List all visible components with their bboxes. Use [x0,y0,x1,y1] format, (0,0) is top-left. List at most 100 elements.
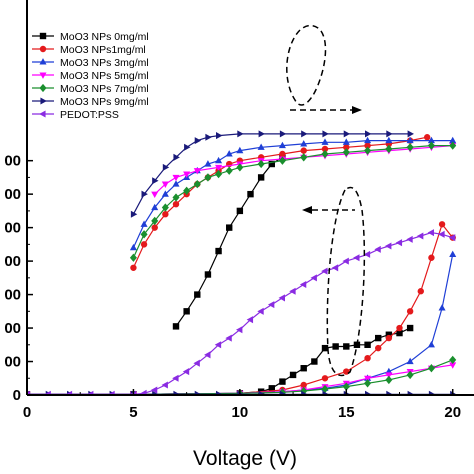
data-point [236,326,243,334]
data-point [449,141,457,150]
data-point [246,316,254,324]
y-tick-label: 00 [4,287,21,304]
data-point [321,149,329,159]
data-point [406,357,414,365]
series-5 [27,141,457,395]
data-point [300,381,307,389]
data-point [236,146,244,154]
data-point [301,390,308,395]
legend-item: MoO3 NPs 9mg/ml [32,96,149,108]
data-point [150,386,158,394]
data-point [141,190,148,198]
data-point [161,381,168,389]
data-point [385,242,392,250]
data-point [385,375,393,385]
data-point [172,180,180,187]
y-tick-label: 00 [4,153,21,170]
series-1 [27,154,414,395]
data-point [300,147,307,154]
x-tick-label: 10 [232,404,249,421]
data-point [140,230,148,239]
data-point [438,221,446,228]
data-point [215,169,223,179]
data-point [343,144,350,151]
data-point [183,308,190,315]
data-point [416,232,424,240]
data-point [363,250,371,258]
data-point [385,136,393,144]
data-point [279,378,286,385]
y-tick-label: 0 [13,387,21,404]
data-point [406,370,414,380]
data-point [172,374,179,382]
data-point [215,164,223,172]
data-point [395,239,403,247]
annotation-arrowheads [302,106,362,214]
data-point [151,191,159,198]
data-point [278,156,286,165]
series-line [27,359,453,395]
legend-item: MoO3 NPs 5mg/ml [32,70,149,82]
y-tick-label: 00 [4,253,21,270]
x-tick-label: 15 [338,404,355,421]
data-point [299,281,307,289]
data-point [173,390,180,395]
data-point [130,264,137,271]
data-point [194,390,202,395]
data-point [365,390,372,395]
data-point [258,390,265,395]
data-point [289,287,296,295]
data-point [386,130,393,138]
data-point [161,181,169,188]
y-tick-label: 00 [4,220,21,237]
data-point [44,390,51,395]
data-point [406,324,414,332]
data-point [182,368,190,376]
data-point [321,375,329,382]
data-point [204,160,212,167]
data-point [342,148,350,157]
data-point [236,207,244,215]
data-point [162,163,170,171]
data-point [140,241,148,248]
data-point [343,130,351,138]
data-point [279,130,287,138]
legend-marker [39,45,47,53]
data-point [448,234,456,242]
data-point [331,264,339,272]
data-point [428,390,436,395]
data-point [172,200,180,208]
data-point [364,354,371,362]
data-point [423,134,431,141]
data-point [417,288,424,295]
data-point [216,390,223,395]
data-point [289,371,297,379]
legend-label: MoO3 NPs 7mg/ml [60,83,149,95]
data-point [278,141,286,149]
legend-label: MoO3 NPs 5mg/ml [60,70,149,82]
data-point [236,163,244,172]
data-point [427,229,434,237]
legend-label: MoO3 NPs 0mg/ml [60,31,149,43]
data-point [396,324,403,332]
data-point [375,334,382,342]
data-point [342,382,350,391]
legend-marker [39,72,47,79]
data-point [257,307,264,315]
data-point [226,224,233,231]
legend-label: PEDOT:PSS [60,109,119,121]
legend-item: MoO3 NPs 0mg/ml [32,31,149,43]
data-point [65,390,73,395]
data-point [183,186,191,195]
data-point [194,137,202,145]
data-point [322,130,329,138]
data-point [300,365,307,372]
data-point [407,390,414,395]
data-point [172,174,180,182]
data-point [204,351,211,359]
data-point [87,390,94,395]
data-point [300,153,308,162]
data-point [140,220,148,227]
data-point [268,385,275,392]
